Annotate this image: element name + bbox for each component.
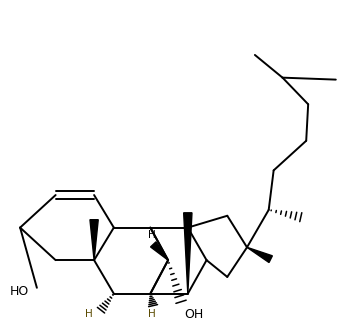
Text: HO: HO bbox=[10, 285, 30, 298]
Text: OH: OH bbox=[184, 308, 203, 321]
Text: H: H bbox=[148, 309, 156, 319]
Polygon shape bbox=[184, 213, 192, 294]
Polygon shape bbox=[247, 247, 272, 263]
Polygon shape bbox=[150, 242, 168, 260]
Text: H: H bbox=[148, 230, 156, 240]
Text: H: H bbox=[85, 309, 93, 319]
Polygon shape bbox=[90, 220, 98, 260]
